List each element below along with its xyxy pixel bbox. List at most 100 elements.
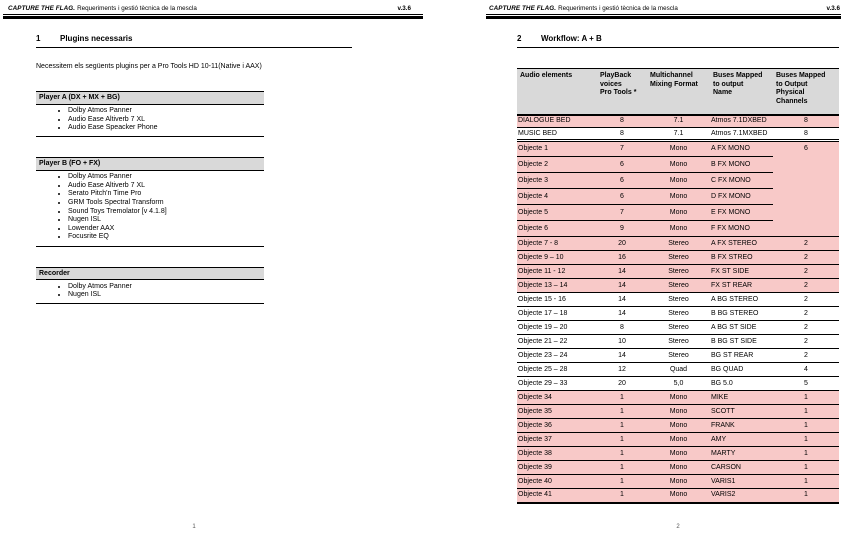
cell-format: Stereo <box>647 292 710 307</box>
cell-element: DIALOGUE BED <box>517 114 597 128</box>
doc-version: v.3.6 <box>826 5 840 12</box>
cell-format: Stereo <box>647 236 710 251</box>
cell-bus: BG 5.0 <box>710 376 773 391</box>
column-header: PlayBack voices Pro Tools * <box>597 68 647 116</box>
cell-format: Mono <box>647 172 710 189</box>
cell-format: Mono <box>647 156 710 173</box>
cell-element: Objecte 7 - 8 <box>517 236 597 251</box>
cell-voices: 6 <box>597 156 647 173</box>
cell-format: Mono <box>647 188 710 205</box>
cell-channels: 1 <box>773 474 839 489</box>
table-row: Objecte 25 – 28 12 Quad BG QUAD 4 <box>517 362 839 377</box>
plugin-item: Dolby Atmos Panner <box>68 283 264 292</box>
table-row: Objecte 5 7 Mono E FX MONO <box>517 204 839 221</box>
cell-element: Objecte 1 <box>517 140 597 157</box>
header-rule-thin <box>486 14 841 15</box>
page-1: CAPTURE THE FLAG. Requeriments i gestió … <box>0 0 424 537</box>
cell-voices: 8 <box>597 114 647 128</box>
cell-bus: A BG STEREO <box>710 292 773 307</box>
cell-bus: FRANK <box>710 418 773 433</box>
cell-bus: Atmos 7.1MXBED <box>710 127 773 142</box>
cell-voices: 6 <box>597 172 647 189</box>
cell-bus: MIKE <box>710 390 773 405</box>
cell-element: Objecte 3 <box>517 172 597 189</box>
doc-brand: CAPTURE THE FLAG. <box>489 5 557 12</box>
cell-element: Objecte 15 - 16 <box>517 292 597 307</box>
plugin-group-title: Player A (DX + MX + BG) <box>36 91 264 105</box>
cell-format: Mono <box>647 418 710 433</box>
section-title: Plugins necessaris <box>60 34 133 43</box>
cell-channels: 2 <box>773 278 839 293</box>
table-row: Objecte 39 1 Mono CARSON 1 <box>517 460 839 475</box>
plugin-item: Audio Ease Altiverb 7 XL <box>68 116 264 125</box>
section-heading-1: 1 Plugins necessaris <box>36 34 132 44</box>
cell-voices: 6 <box>597 188 647 205</box>
cell-element: MUSIC BED <box>517 127 597 142</box>
column-header: Buses Mapped to output Name <box>710 68 773 116</box>
cell-voices: 1 <box>597 418 647 433</box>
cell-bus: D FX MONO <box>710 188 773 205</box>
table-row: DIALOGUE BED 8 7.1 Atmos 7.1DXBED 8 <box>517 114 839 128</box>
cell-voices: 14 <box>597 306 647 321</box>
cell-channels: 1 <box>773 488 839 504</box>
cell-element: Objecte 38 <box>517 446 597 461</box>
table-row: Objecte 19 – 20 8 Stereo A BG ST SIDE 2 <box>517 320 839 335</box>
cell-channels: 2 <box>773 236 839 251</box>
intro-paragraph: Necessitem els següents plugins per a Pr… <box>36 63 262 70</box>
plugin-list: Dolby Atmos PannerAudio Ease Altiverb 7 … <box>36 171 264 247</box>
cell-element: Objecte 34 <box>517 390 597 405</box>
cell-voices: 20 <box>597 376 647 391</box>
page-2: CAPTURE THE FLAG. Requeriments i gestió … <box>424 0 848 537</box>
cell-voices: 12 <box>597 362 647 377</box>
workflow-table: Audio elements PlayBack voices Pro Tools … <box>517 68 839 504</box>
cell-channels: 2 <box>773 292 839 307</box>
cell-channels: 2 <box>773 320 839 335</box>
cell-channels: 2 <box>773 250 839 265</box>
cell-format: Mono <box>647 488 710 504</box>
cell-voices: 1 <box>597 432 647 447</box>
plugin-group-title: Player B (FO + FX) <box>36 157 264 171</box>
cell-voices: 14 <box>597 292 647 307</box>
workflow-table-header-row: Audio elements PlayBack voices Pro Tools … <box>517 68 839 116</box>
cell-format: Stereo <box>647 348 710 363</box>
cell-channels: 2 <box>773 348 839 363</box>
cell-format: 7.1 <box>647 127 710 142</box>
table-row: Objecte 35 1 Mono SCOTT 1 <box>517 404 839 419</box>
cell-format: Stereo <box>647 334 710 349</box>
running-header: CAPTURE THE FLAG. Requeriments i gestió … <box>489 5 840 12</box>
plugin-item: Dolby Atmos Panner <box>68 173 264 182</box>
cell-voices: 14 <box>597 348 647 363</box>
cell-voices: 1 <box>597 474 647 489</box>
cell-bus: A FX STEREO <box>710 236 773 251</box>
cell-channels: 1 <box>773 432 839 447</box>
plugin-item: Serato Pitch'n Time Pro <box>68 190 264 199</box>
cell-format: Stereo <box>647 264 710 279</box>
cell-channels: 8 <box>773 127 839 142</box>
table-row: Objecte 40 1 Mono VARIS1 1 <box>517 474 839 489</box>
table-row: Objecte 11 - 12 14 Stereo FX ST SIDE 2 <box>517 264 839 279</box>
cell-format: Mono <box>647 432 710 447</box>
cell-bus: FX ST SIDE <box>710 264 773 279</box>
cell-format: 7.1 <box>647 114 710 128</box>
cell-element: Objecte 29 – 33 <box>517 376 597 391</box>
table-row: Objecte 1 7 Mono A FX MONO 6 <box>517 140 839 237</box>
cell-voices: 7 <box>597 140 647 157</box>
cell-voices: 20 <box>597 236 647 251</box>
cell-format: 5,0 <box>647 376 710 391</box>
plugin-item: Nugen ISL <box>68 291 264 300</box>
cell-voices: 7 <box>597 204 647 221</box>
cell-channels: 1 <box>773 446 839 461</box>
cell-element: Objecte 36 <box>517 418 597 433</box>
cell-bus: BG QUAD <box>710 362 773 377</box>
cell-format: Stereo <box>647 306 710 321</box>
cell-format: Mono <box>647 220 710 237</box>
cell-bus: F FX MONO <box>710 220 773 237</box>
cell-bus: BG ST REAR <box>710 348 773 363</box>
header-rule-thick <box>486 16 841 19</box>
cell-voices: 14 <box>597 264 647 279</box>
cell-voices: 9 <box>597 220 647 237</box>
cell-bus: B FX STREO <box>710 250 773 265</box>
cell-channels: 2 <box>773 334 839 349</box>
cell-bus: MARTY <box>710 446 773 461</box>
table-row: Objecte 4 6 Mono D FX MONO <box>517 188 839 205</box>
